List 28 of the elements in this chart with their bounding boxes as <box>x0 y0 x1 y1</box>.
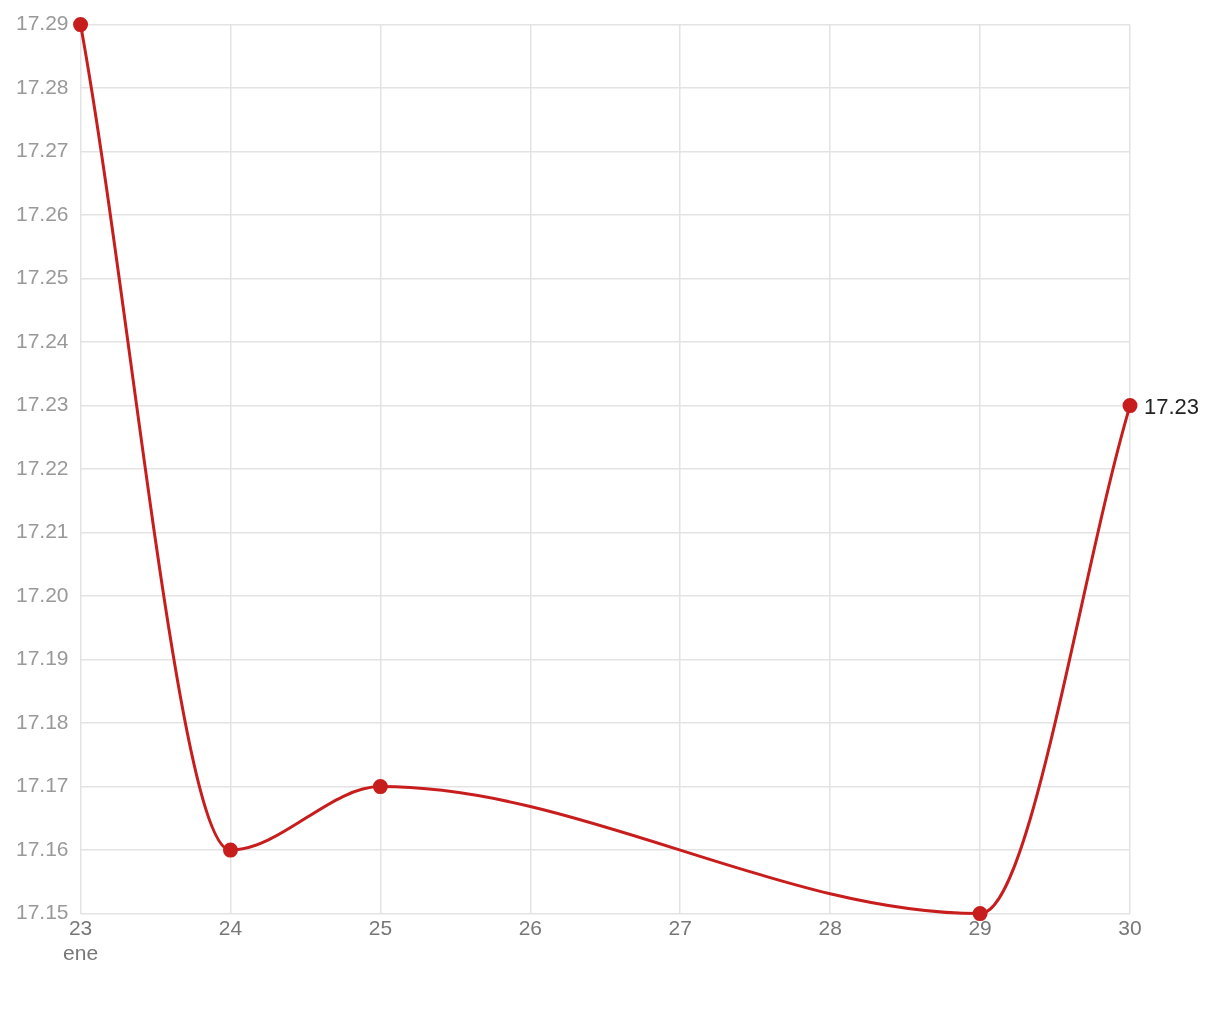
y-tick-label: 17.29 <box>15 11 69 35</box>
y-tick-label: 17.25 <box>15 265 69 289</box>
x-tick-label: 25 <box>368 916 393 939</box>
point <box>222 842 238 858</box>
y-tick-label: 17.19 <box>15 646 69 670</box>
y-tick-label: 17.15 <box>15 900 69 924</box>
point <box>73 17 89 33</box>
point <box>372 779 388 795</box>
y-tick-label: 17.28 <box>15 74 69 98</box>
y-tick-label: 17.16 <box>15 836 69 860</box>
x-tick-label: 29 <box>968 916 992 939</box>
y-tick-label: 17.22 <box>15 455 69 479</box>
y-tick-label: 17.17 <box>15 773 69 797</box>
x-tick-label: 28 <box>818 916 842 939</box>
point <box>972 906 988 922</box>
y-tick-label: 17.21 <box>15 519 69 543</box>
y-tick-label: 17.24 <box>15 328 69 352</box>
y-tick-label: 17.18 <box>15 709 69 733</box>
x-tick-label: 27 <box>668 916 692 939</box>
y-tick-label: 17.23 <box>15 392 69 416</box>
x-tick-label: 26 <box>518 916 542 939</box>
y-tick-label: 17.20 <box>15 582 69 606</box>
data-label: 17.23 <box>1144 393 1200 419</box>
x-tick-label: 30 <box>1118 916 1142 939</box>
y-tick-label: 17.27 <box>15 138 69 162</box>
y-tick-label: 17.26 <box>15 201 69 225</box>
x-tick-label: 24 <box>218 916 243 939</box>
point <box>1122 398 1138 414</box>
